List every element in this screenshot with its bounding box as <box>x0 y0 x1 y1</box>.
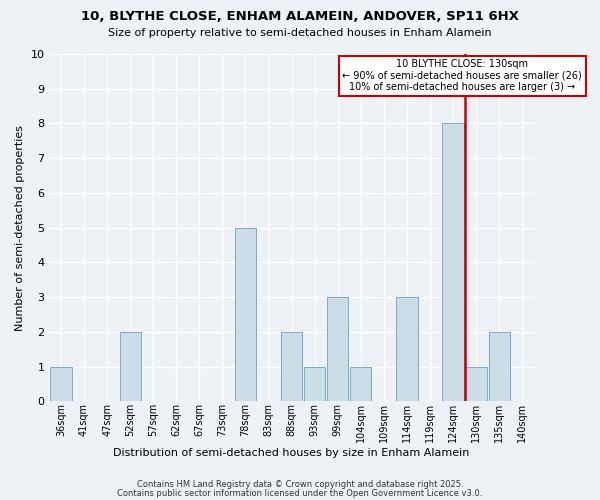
Bar <box>442 124 464 402</box>
Bar <box>235 228 256 402</box>
Bar <box>488 332 510 402</box>
Bar <box>397 297 418 402</box>
Text: Contains HM Land Registry data © Crown copyright and database right 2025.: Contains HM Land Registry data © Crown c… <box>137 480 463 489</box>
Text: 10 BLYTHE CLOSE: 130sqm
← 90% of semi-detached houses are smaller (26)
10% of se: 10 BLYTHE CLOSE: 130sqm ← 90% of semi-de… <box>343 59 582 92</box>
Bar <box>50 366 71 402</box>
Text: Size of property relative to semi-detached houses in Enham Alamein: Size of property relative to semi-detach… <box>108 28 492 38</box>
Y-axis label: Number of semi-detached properties: Number of semi-detached properties <box>15 124 25 330</box>
Bar <box>350 366 371 402</box>
Text: 10, BLYTHE CLOSE, ENHAM ALAMEIN, ANDOVER, SP11 6HX: 10, BLYTHE CLOSE, ENHAM ALAMEIN, ANDOVER… <box>81 10 519 23</box>
Text: Contains public sector information licensed under the Open Government Licence v3: Contains public sector information licen… <box>118 488 482 498</box>
Bar <box>304 366 325 402</box>
Bar <box>466 366 487 402</box>
Bar <box>281 332 302 402</box>
X-axis label: Distribution of semi-detached houses by size in Enham Alamein: Distribution of semi-detached houses by … <box>113 448 470 458</box>
Bar <box>119 332 141 402</box>
Bar <box>327 297 349 402</box>
